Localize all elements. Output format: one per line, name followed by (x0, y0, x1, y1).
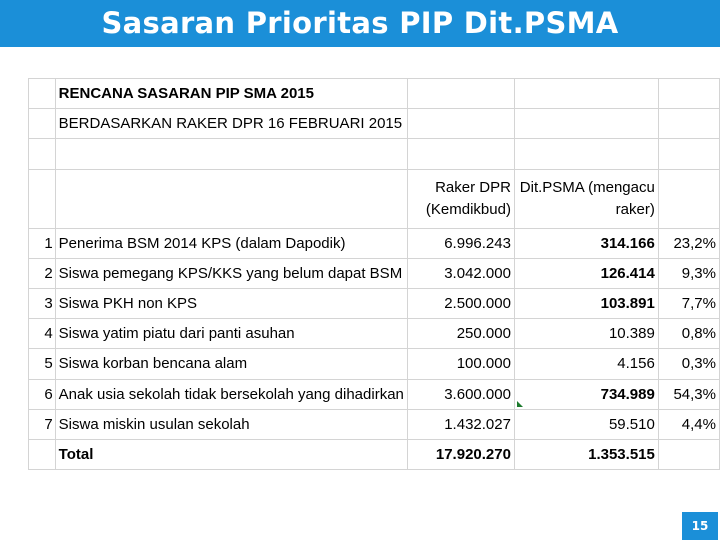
row-psma-value: 126.414 (513, 257, 659, 289)
row-percentage: 0,8% (657, 318, 720, 350)
header-raker-line1: Raker DPR (435, 178, 511, 196)
row-number: 3 (28, 287, 56, 320)
cell (657, 168, 720, 229)
cell (513, 108, 659, 140)
cell (406, 77, 515, 110)
row-percentage: 4,4% (657, 408, 720, 440)
row-raker-value: 3.600.000 (406, 378, 515, 410)
row-label: Siswa yatim piatu dari panti asuhan (54, 318, 408, 350)
row-label: Siswa PKH non KPS (54, 287, 408, 320)
table-row: 6 Anak usia sekolah tidak bersekolah yan… (28, 378, 720, 410)
row-percentage: 54,3% (657, 378, 720, 410)
row-number: 5 (28, 348, 56, 380)
header-raker-dpr: Raker DPR (Kemdikbud) (406, 168, 515, 229)
page-number-badge: 15 (682, 512, 718, 540)
row-percentage: 9,3% (657, 257, 720, 289)
table-row: RENCANA SASARAN PIP SMA 2015 (28, 77, 720, 110)
table-row: 7 Siswa miskin usulan sekolah 1.432.027 … (28, 408, 720, 440)
row-label: Siswa pemegang KPS/KKS yang belum dapat … (54, 257, 408, 289)
total-label: Total (54, 438, 408, 471)
header-row: Raker DPR (Kemdikbud) Dit.PSMA (mengacu … (28, 168, 720, 229)
row-psma-value: 734.989 (513, 378, 659, 410)
table-row: 1 Penerima BSM 2014 KPS (dalam Dapodik) … (28, 227, 720, 259)
header-psma-line2: raker) (615, 200, 655, 218)
row-number: 2 (28, 257, 56, 289)
row-raker-value: 6.996.243 (406, 227, 515, 259)
row-raker-value: 3.042.000 (406, 257, 515, 289)
row-psma-value: 10.389 (513, 318, 659, 350)
header-psma-line1: Dit.PSMA (mengacu (519, 178, 655, 196)
cell (513, 138, 659, 170)
row-label: Anak usia sekolah tidak bersekolah yang … (54, 378, 408, 410)
cell (657, 108, 720, 140)
title-bar (0, 0, 720, 47)
row-psma-value: 59.510 (513, 408, 659, 440)
cell (28, 108, 56, 140)
row-label: Siswa miskin usulan sekolah (54, 408, 408, 440)
cell (657, 438, 720, 471)
row-psma-value: 4.156 (513, 348, 659, 380)
table-row: 5 Siswa korban bencana alam 100.000 4.15… (28, 348, 720, 380)
cell (657, 77, 720, 110)
cell (28, 438, 56, 471)
table-row: 2 Siswa pemegang KPS/KKS yang belum dapa… (28, 257, 720, 289)
total-psma-value: 1.353.515 (513, 438, 659, 471)
cell (657, 138, 720, 170)
spreadsheet-table: RENCANA SASARAN PIP SMA 2015 BERDASARKAN… (28, 77, 720, 471)
row-label: Penerima BSM 2014 KPS (dalam Dapodik) (54, 227, 408, 259)
row-percentage: 0,3% (657, 348, 720, 380)
row-number: 1 (28, 227, 56, 259)
cell (513, 77, 659, 110)
header-dit-psma: Dit.PSMA (mengacu raker) (513, 168, 659, 229)
row-psma-value-text: 734.989 (600, 385, 655, 403)
slide-title: Sasaran Prioritas PIP Dit.PSMA (101, 6, 619, 40)
cell (406, 138, 515, 170)
row-label: Siswa korban bencana alam (54, 348, 408, 380)
cell-comment-marker-icon (516, 400, 523, 407)
row-number: 7 (28, 408, 56, 440)
cell (406, 108, 515, 140)
table-row: BERDASARKAN RAKER DPR 16 FEBRUARI 2015 (28, 108, 720, 140)
row-percentage: 7,7% (657, 287, 720, 320)
cell (54, 168, 408, 229)
cell (28, 138, 56, 170)
header-raker-line2: (Kemdikbud) (425, 200, 511, 218)
row-percentage: 23,2% (657, 227, 720, 259)
table-row: 3 Siswa PKH non KPS 2.500.000 103.891 7,… (28, 287, 720, 320)
cell (54, 138, 408, 170)
row-raker-value: 2.500.000 (406, 287, 515, 320)
row-number: 4 (28, 318, 56, 350)
row-raker-value: 1.432.027 (406, 408, 515, 440)
total-row: Total 17.920.270 1.353.515 (28, 438, 720, 471)
row-number: 6 (28, 378, 56, 410)
row-psma-value: 314.166 (513, 227, 659, 259)
cell (28, 168, 56, 229)
total-raker-value: 17.920.270 (406, 438, 515, 471)
sheet-title: RENCANA SASARAN PIP SMA 2015 (54, 77, 408, 110)
row-psma-value: 103.891 (513, 287, 659, 320)
row-raker-value: 250.000 (406, 318, 515, 350)
row-raker-value: 100.000 (406, 348, 515, 380)
sheet-subtitle: BERDASARKAN RAKER DPR 16 FEBRUARI 2015 (54, 108, 408, 140)
table-row (28, 138, 720, 170)
cell (28, 77, 56, 110)
table-row: 4 Siswa yatim piatu dari panti asuhan 25… (28, 318, 720, 350)
